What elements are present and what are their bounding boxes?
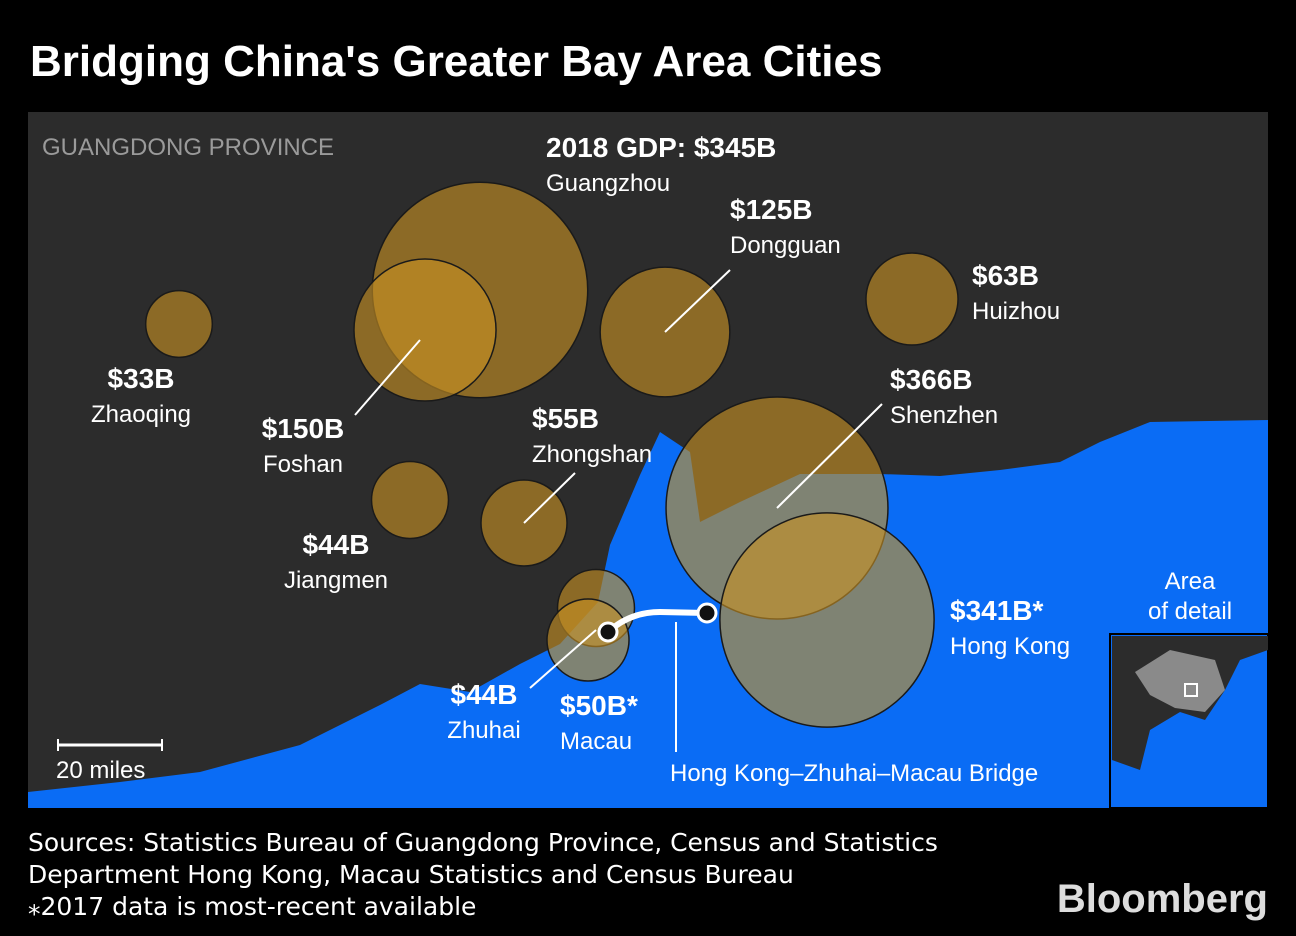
- gdp-label: $55B: [532, 403, 599, 434]
- bridge-end: [597, 621, 619, 643]
- gdp-bubble: [719, 512, 935, 728]
- note: ⁎2017 data is most-recent available: [28, 892, 476, 921]
- gdp-bubble: [865, 252, 959, 346]
- region-label: GUANGDONG PROVINCE: [42, 134, 334, 161]
- brand: Bloomberg: [1057, 877, 1268, 921]
- gdp-label: $341B*: [950, 595, 1044, 626]
- gdp-bubble: [144, 289, 214, 359]
- city-name: Zhaoqing: [91, 401, 191, 428]
- inset-china: [1135, 650, 1225, 712]
- gdp-label: $366B: [890, 364, 973, 395]
- leader-line: [523, 472, 576, 524]
- inset-label: of detail: [1148, 598, 1232, 625]
- leader-line: [664, 269, 731, 333]
- leader-line: [354, 339, 421, 416]
- gdp-label: $150B: [262, 413, 345, 444]
- gdp-label: $44B: [303, 529, 370, 560]
- city-name: Jiangmen: [284, 567, 388, 594]
- city-name: Zhongshan: [532, 441, 652, 468]
- bridge-label: Hong Kong–Zhuhai–Macau Bridge: [670, 760, 1038, 787]
- gdp-bubble: [353, 258, 497, 402]
- gdp-bubble: [546, 598, 630, 682]
- inset-label: Area: [1165, 568, 1216, 595]
- city-name: Shenzhen: [890, 402, 998, 429]
- title: Bridging China's Greater Bay Area Cities: [30, 37, 882, 86]
- gdp-bubble: [370, 460, 450, 540]
- sources: Department Hong Kong, Macau Statistics a…: [28, 860, 794, 889]
- city-name: Foshan: [263, 451, 343, 478]
- gdp-label: $33B: [108, 363, 175, 394]
- gdp-label: $63B: [972, 260, 1039, 291]
- bridge-end: [696, 602, 718, 624]
- gdp-label: $44B: [451, 679, 518, 710]
- leader-line: [776, 403, 883, 509]
- gdp-label: $125B: [730, 194, 813, 225]
- leader-line: [529, 629, 597, 689]
- city-name: Huizhou: [972, 298, 1060, 325]
- city-name: Zhuhai: [447, 717, 520, 744]
- city-name: Macau: [560, 728, 632, 755]
- scale-label: 20 miles: [56, 757, 145, 784]
- city-name: Guangzhou: [546, 170, 670, 197]
- city-name: Dongguan: [730, 232, 841, 259]
- city-name: Hong Kong: [950, 633, 1070, 660]
- gdp-label: $50B*: [560, 690, 638, 721]
- gdp-label: 2018 GDP: $345B: [546, 132, 776, 163]
- inset-marker: [1184, 683, 1198, 697]
- sources: Sources: Statistics Bureau of Guangdong …: [28, 828, 938, 857]
